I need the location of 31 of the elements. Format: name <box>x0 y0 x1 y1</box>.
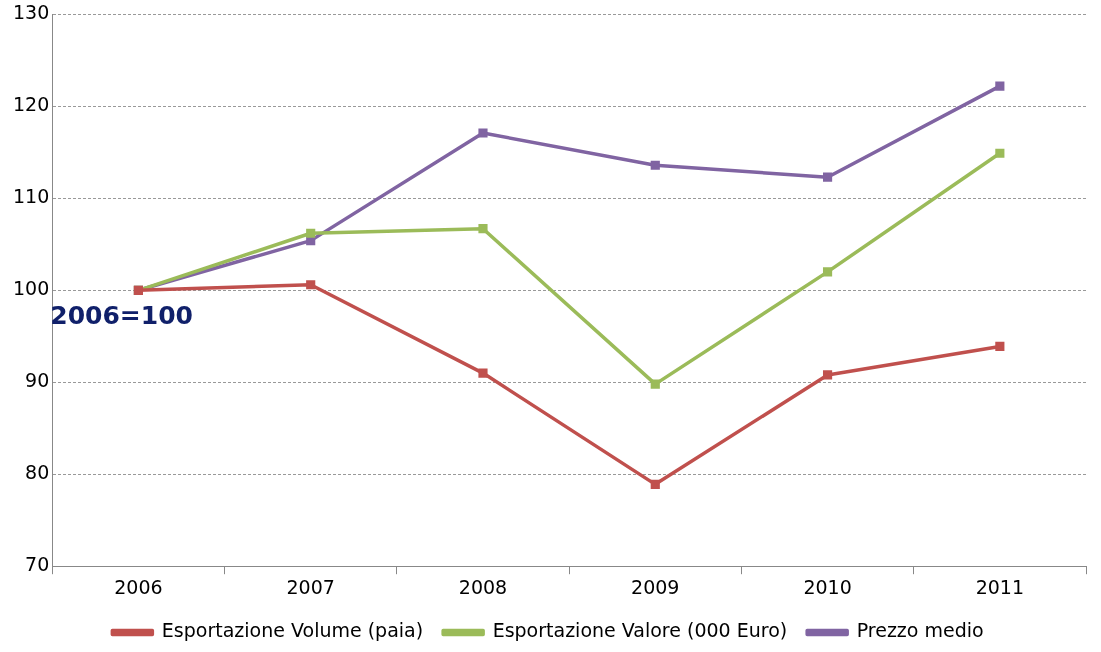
point <box>650 479 660 489</box>
x-tick-label: 2010 <box>803 575 852 598</box>
point <box>822 370 833 380</box>
y-tick-label: 100 <box>13 277 50 300</box>
point <box>478 368 488 378</box>
x-tick-label: 2007 <box>286 575 335 598</box>
y-tick-label: 70 <box>25 553 50 576</box>
point <box>822 267 833 277</box>
point <box>822 172 833 182</box>
x-tick-label: 2009 <box>631 575 680 598</box>
point <box>306 228 316 238</box>
legend-label: Prezzo medio <box>856 619 984 642</box>
point <box>995 81 1005 91</box>
point <box>478 128 488 138</box>
y-tick-label: 80 <box>25 461 50 484</box>
y-tick-label: 90 <box>25 369 50 392</box>
y-tick-label: 120 <box>13 93 50 116</box>
point <box>995 341 1005 351</box>
point <box>478 224 488 234</box>
legend-label: Esportazione Valore (000 Euro) <box>492 619 788 642</box>
annotation: 2006=100 <box>50 301 193 331</box>
x-tick-label: 2008 <box>458 575 508 598</box>
legend-label: Esportazione Volume (paia) <box>161 619 424 642</box>
x-tick-label: 2006 <box>114 575 163 598</box>
x-tick-label: 2011 <box>975 575 1025 598</box>
y-tick-label: 130 <box>13 1 50 24</box>
point <box>650 160 660 170</box>
point <box>306 280 316 290</box>
point <box>995 148 1005 158</box>
y-tick-label: 110 <box>13 185 50 208</box>
point <box>650 379 660 389</box>
